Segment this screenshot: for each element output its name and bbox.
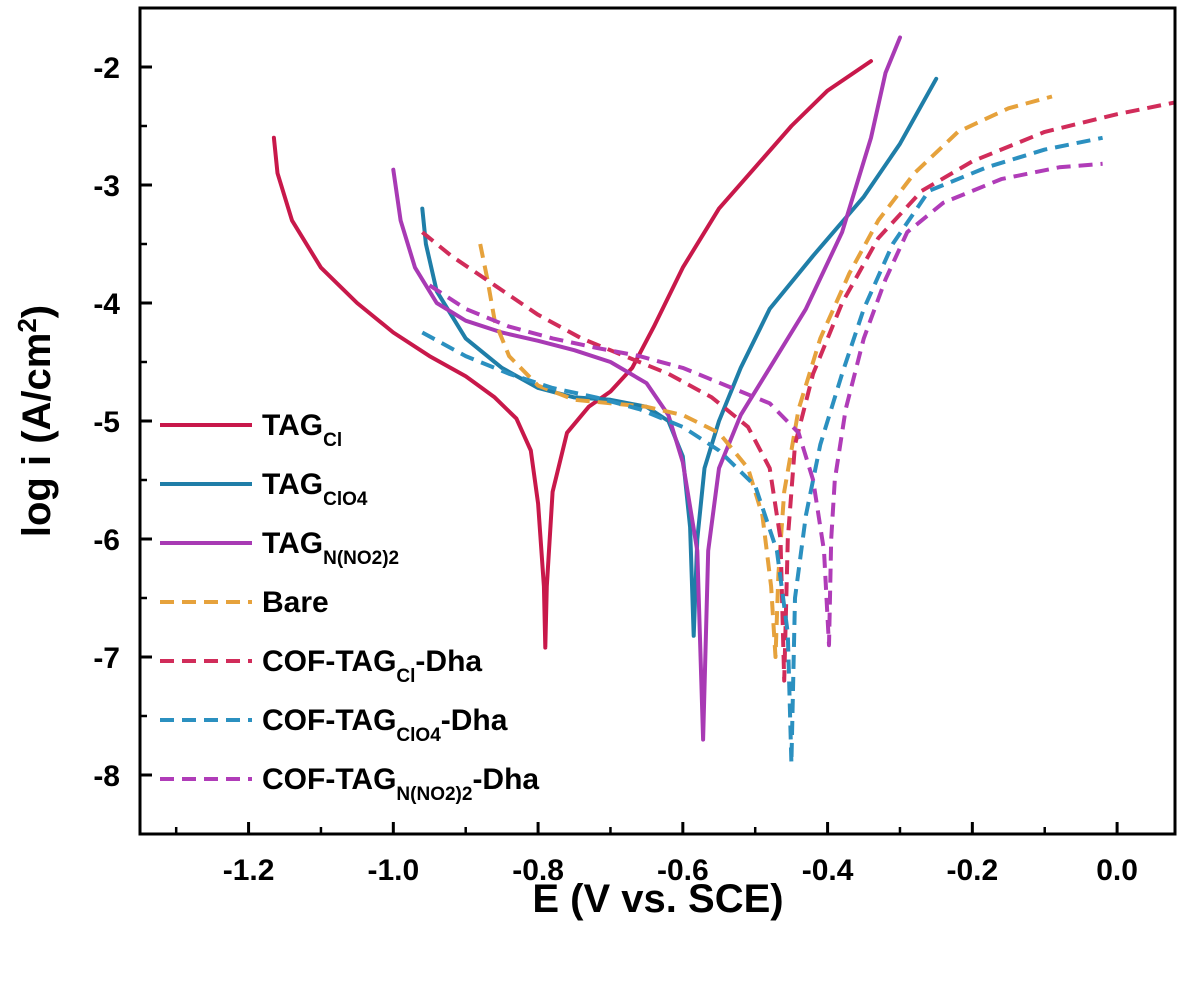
y-tick-label: -4 <box>93 288 120 321</box>
x-tick-label: -1.2 <box>223 854 275 887</box>
series-line-cof-tag-clo4-dha <box>421 135 1103 766</box>
x-tick-label: -0.8 <box>512 854 564 887</box>
series-line-cof-tag-cl-dha <box>421 100 1176 683</box>
y-tick-label: -3 <box>93 170 120 203</box>
y-axis-title: log i (A/cm2) <box>12 305 59 537</box>
x-tick-label: -0.2 <box>946 854 998 887</box>
legend-label-tag-clo4: TAGClO4 <box>262 468 368 510</box>
y-axis-title-sup: 2 <box>12 318 42 332</box>
legend-label-cof-tag-cl-dha: COF-TAGCl-Dha <box>262 645 482 687</box>
y-tick-label: -7 <box>93 642 120 675</box>
y-axis-title-end: ) <box>15 305 59 318</box>
legend-label-cof-tag-nno22-dha: COF-TAGN(NO2)2-Dha <box>262 763 539 805</box>
y-tick-label: -8 <box>93 760 120 793</box>
y-axis-title-main: log i (A/cm <box>15 333 59 537</box>
tick-labels: -1.2 -1.0 -0.8 -0.6 -0.4 -0.2 0.0 -2 -3 -4 -5 -6 -7 -… <box>93 52 1138 887</box>
legend: TAGCl TAGClO4 TAGN(NO2)2 Bare COF-TAGCl-Dha C… <box>160 409 539 805</box>
legend-label-bare: Bare <box>262 586 329 619</box>
curves <box>271 35 1176 766</box>
legend-label-tag-nno22: TAGN(NO2)2 <box>262 527 399 569</box>
plot-frame <box>138 6 1177 836</box>
x-axis-title: E (V vs. SCE) <box>532 877 783 921</box>
series-line-tag-cl <box>271 59 873 650</box>
legend-label-cof-tag-clo4-dha: COF-TAGClO4-Dha <box>262 704 508 746</box>
x-tick-label: -0.4 <box>802 854 854 887</box>
legend-label-tag-cl: TAGCl <box>262 409 342 451</box>
y-tick-label: -5 <box>93 406 120 439</box>
series-line-cof-tag-nno22-dha <box>428 161 1103 648</box>
y-tick-label: -2 <box>93 52 120 85</box>
y-tick-label: -6 <box>93 524 120 557</box>
x-tick-label: 0.0 <box>1096 854 1138 887</box>
x-tick-label: -0.6 <box>657 854 709 887</box>
x-tick-label: -1.0 <box>367 854 419 887</box>
series-line-tag-nno22 <box>391 35 902 742</box>
